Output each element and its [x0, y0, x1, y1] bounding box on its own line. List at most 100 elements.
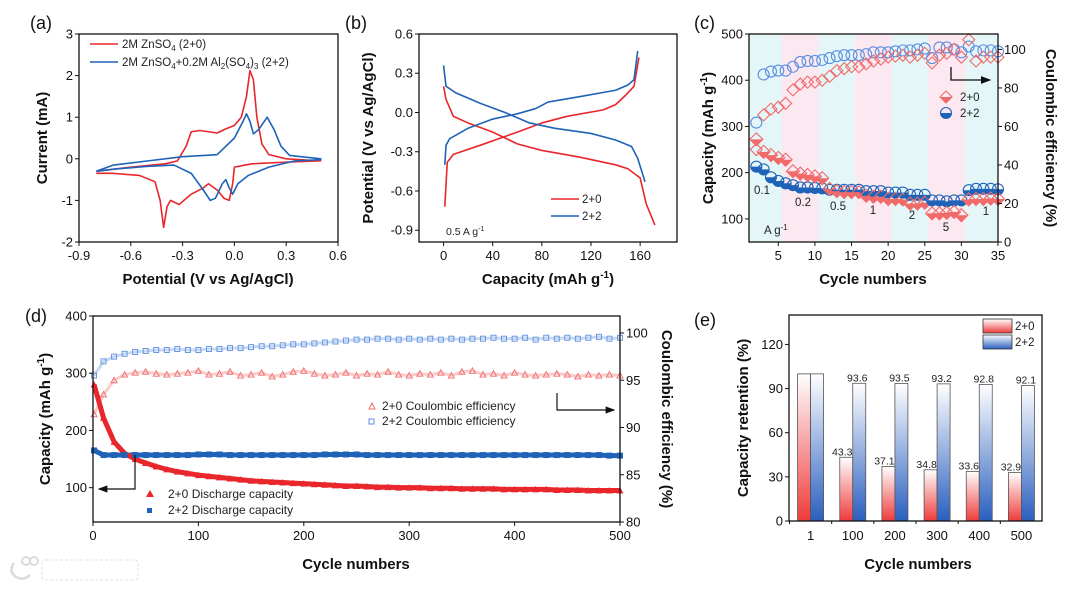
d-capacity-2+2-marker — [237, 452, 244, 459]
d-y2-tick-label: 85 — [626, 467, 640, 482]
d-ce-2+2-marker — [437, 336, 444, 343]
a-x-tick-label: 0.6 — [329, 248, 347, 263]
e-bar-2+0 — [797, 373, 811, 522]
c-capacity-2+2-marker — [786, 179, 799, 192]
d-legend-ce-2+2-label: 2+2 Coulombic efficiency — [382, 414, 516, 428]
c-capacity-2+0-marker — [822, 181, 837, 197]
d-capacity-2+2-marker — [395, 452, 402, 459]
c-ce-2+0-marker — [852, 59, 866, 74]
c-x-axis-title: Cycle numbers — [819, 271, 927, 288]
d-x-tick-label: 100 — [188, 528, 210, 543]
d-ce-2+0-marker — [236, 371, 245, 379]
e-bar-2+0 — [965, 471, 980, 522]
c-capacity-2+0-marker — [902, 196, 918, 211]
c-ce-2+2-marker — [955, 46, 968, 59]
c-ce-2+2-marker — [838, 49, 851, 62]
d-capacity-2+2-marker — [142, 452, 149, 459]
d-capacity-2+0-marker — [468, 485, 476, 492]
c-ce-2+0-marker — [815, 73, 830, 88]
d-capacity-2+2-marker — [195, 451, 202, 458]
d-ce-2+0-marker — [247, 370, 255, 378]
b-x-axis-title: Capacity (mAh g-1) — [482, 270, 614, 288]
d-capacity-2+2-marker — [205, 451, 212, 458]
c-ce-2+0-marker — [859, 57, 873, 71]
d-ce-2+2-band — [92, 335, 621, 377]
d-capacity-2+2-marker — [416, 452, 423, 459]
panel-e-retention-chart: 143.393.610037.193.520034.893.230033.692… — [761, 314, 1043, 543]
c-y-title-sup: -1 — [699, 76, 710, 85]
c-rate-label: 1 — [870, 205, 876, 217]
d-y-tick-label: 200 — [65, 423, 87, 438]
c-ce-2+2-marker — [977, 44, 990, 57]
b-x-tick-label: 0 — [440, 248, 447, 263]
c-legend-2+0-label: 2+0 — [960, 92, 980, 104]
d-capacity-2+0-marker — [215, 473, 223, 481]
d-capacity-2+0-marker — [110, 438, 118, 445]
d-ce-2+2-marker — [290, 341, 297, 348]
d-ce-2+0-marker — [331, 370, 340, 378]
d-capacity-2+0-marker — [300, 480, 308, 487]
d-capacity-2+2-marker — [290, 452, 297, 459]
d-legend-cap-2+2-label: 2+2 Discharge capacity — [168, 503, 293, 517]
d-ce-2+2-marker — [469, 335, 476, 342]
a-y-tick-label: -2 — [61, 235, 73, 250]
c-ce-2+0-marker — [830, 63, 844, 78]
c-capacity-2+2-marker — [779, 177, 792, 190]
d-ce-2+2-marker — [132, 348, 139, 355]
e-bar-2+2 — [894, 383, 909, 522]
c-y-tick-label: 300 — [721, 119, 743, 134]
e-bar-2+0 — [923, 469, 938, 522]
c-y2-tick-label: 40 — [1004, 157, 1018, 172]
d-capacity-2+2-marker — [469, 452, 476, 459]
d-ce-2+0-marker — [173, 369, 182, 377]
d-y-tick-label: 300 — [65, 366, 87, 381]
c-ce-2+0-marker — [969, 54, 983, 68]
c-legend-2+0-marker-fill — [940, 97, 952, 103]
d-ce-2+2-marker — [553, 335, 560, 342]
c-ce-2+0-marker — [932, 48, 947, 62]
d-capacity-2+0-marker — [584, 487, 592, 494]
d-capacity-2+0-marker — [490, 485, 498, 492]
b-legend: 2+0 2+2 — [551, 194, 602, 223]
d-ce-2+2-marker — [458, 336, 465, 343]
d-legend-ce-2+2-marker — [368, 418, 375, 425]
d-capacity-2+0-marker — [511, 485, 519, 493]
c-rate-label: 1 — [983, 206, 989, 218]
d-capacity-2+0-marker — [426, 484, 434, 492]
d-ce-2+0-marker — [278, 370, 287, 378]
d-capacity-2+0-marker — [542, 485, 550, 493]
d-ce-2+0-marker — [352, 371, 361, 379]
e-x-tick-label: 1 — [807, 528, 814, 543]
d-ce-2+0-marker — [141, 367, 150, 375]
c-x-tick-label: 15 — [844, 248, 858, 263]
d-ce-2+2-marker — [321, 339, 328, 346]
c-rate-label: 0.5 — [830, 201, 846, 213]
c-rate-band — [965, 34, 998, 242]
c-ce-2+2-marker — [969, 45, 983, 58]
d-ce-2+0-marker — [415, 369, 424, 377]
d-legend-cap-2+0-marker — [146, 490, 154, 497]
d-capacity-2+2-marker — [585, 452, 592, 459]
d-ce-2+2-marker — [153, 347, 160, 353]
a-x-axis-title: Potential (V vs Ag/AgCl) — [122, 271, 293, 288]
d-capacity-2+0-marker — [521, 485, 529, 493]
d-capacity-2+2-marker — [490, 452, 497, 459]
d-capacity-2+2-marker — [321, 451, 328, 458]
d-capacity-2+2-marker — [163, 452, 170, 459]
d-ce-2+2-marker — [258, 343, 265, 350]
d-capacity-2+0-marker — [90, 381, 98, 388]
a-y-axis-title: Current (mA) — [34, 92, 51, 185]
c-ce-2+0-marker — [793, 77, 808, 91]
d-y-title-main: Capacity (mAh g — [37, 367, 54, 485]
e-legend-2+2-label: 2+2 — [1015, 337, 1035, 349]
d-ce-2+0-marker — [384, 367, 392, 375]
c-capacity-2+2-marker — [984, 182, 997, 195]
d-ce-2+0-marker — [437, 368, 445, 376]
c-legend-2+0-marker — [939, 90, 953, 104]
d-capacity-2+2-marker — [121, 452, 128, 459]
e-x-tick-label: 500 — [1011, 528, 1033, 543]
e-bar-label-2+2: 93.6 — [847, 372, 868, 384]
e-bar-2+2 — [936, 383, 951, 522]
d-ce-2+0-marker — [531, 371, 540, 379]
d-capacity-2+0-marker — [605, 487, 613, 494]
